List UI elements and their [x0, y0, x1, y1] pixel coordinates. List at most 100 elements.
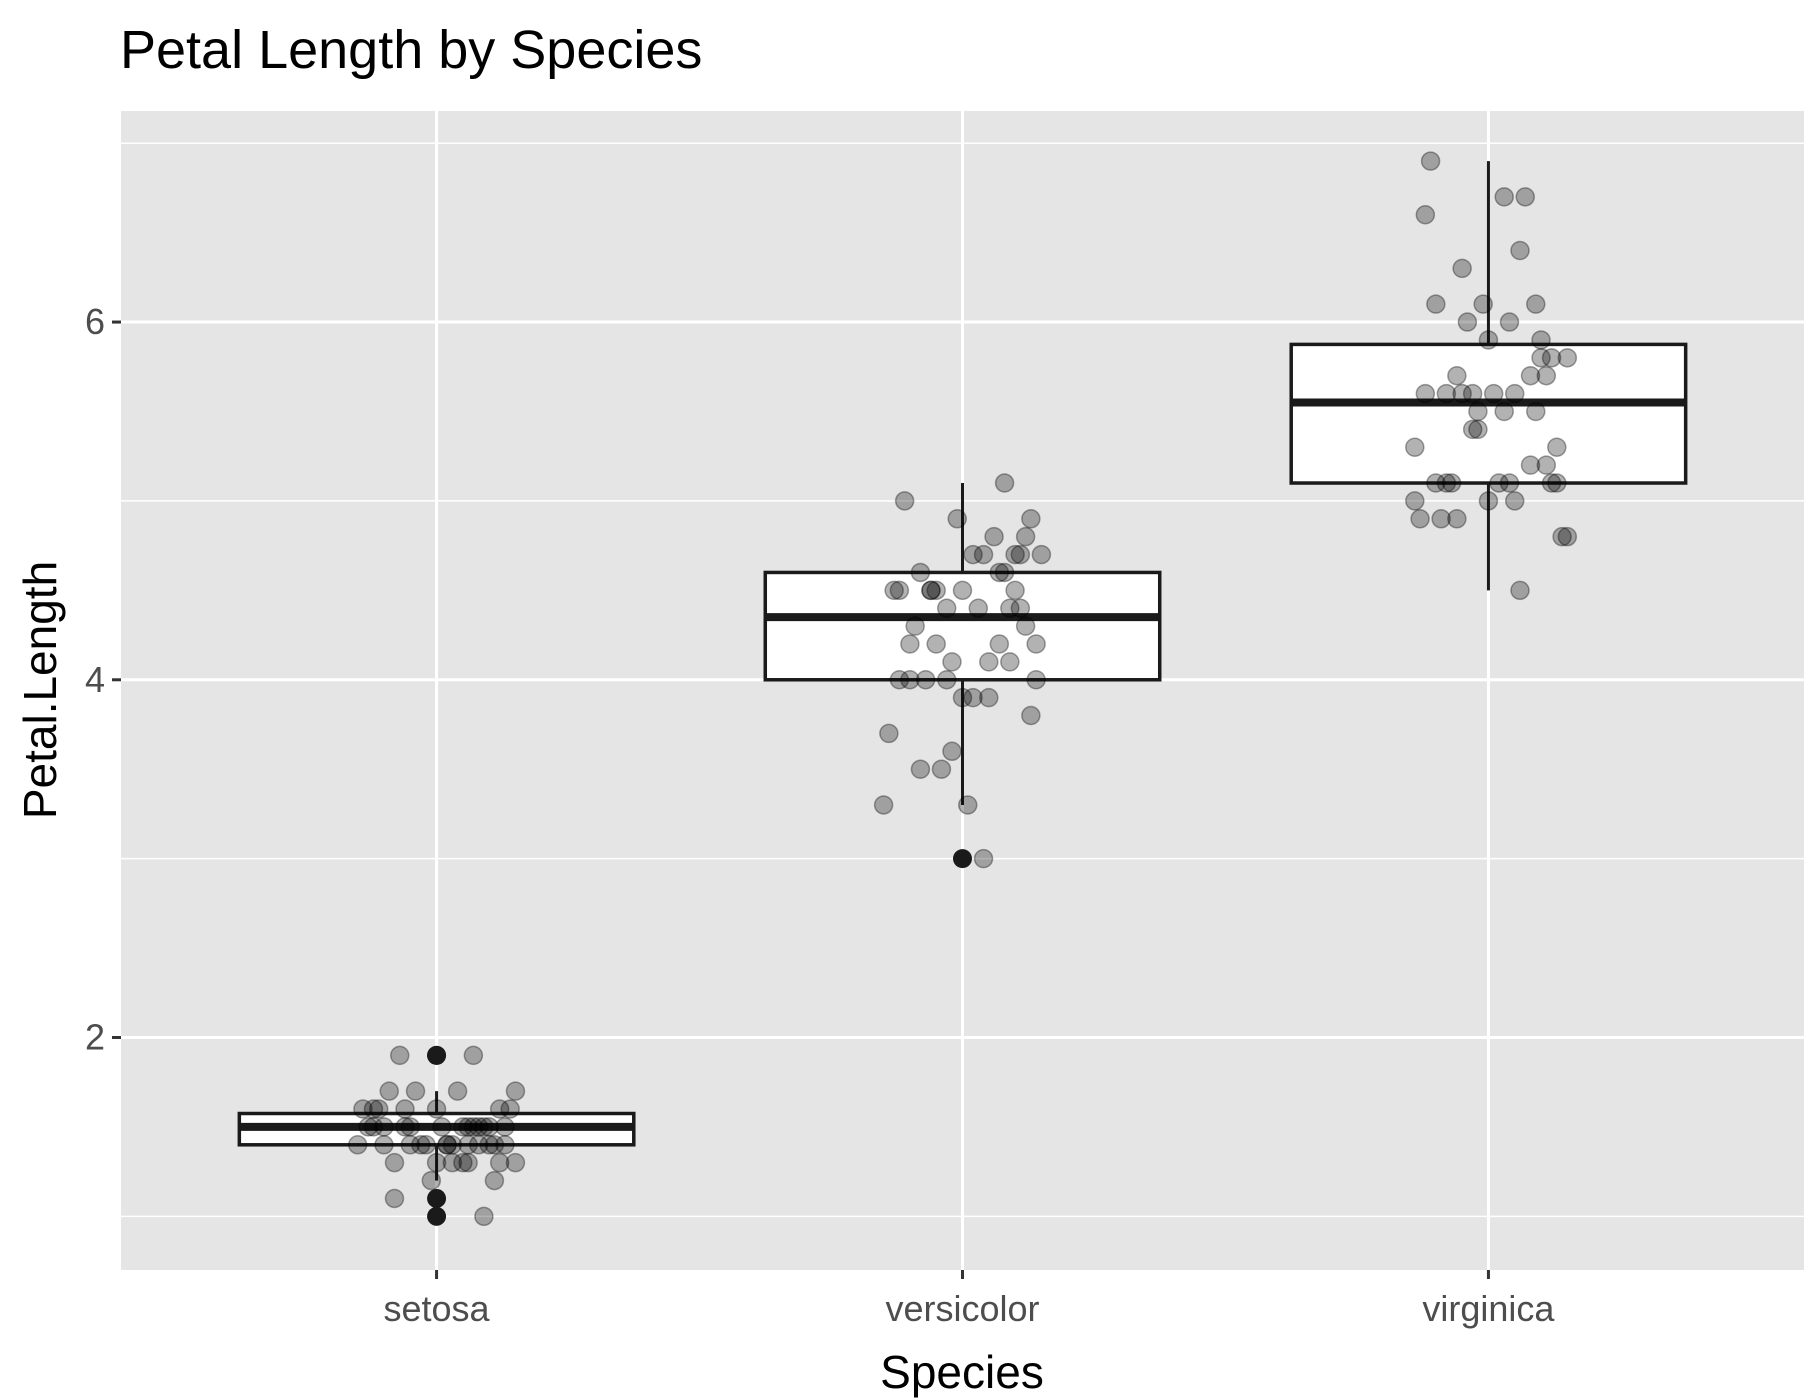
data-point [437, 1135, 457, 1155]
data-point [1405, 437, 1425, 458]
data-point [479, 1135, 499, 1155]
data-point [432, 1117, 452, 1137]
data-point [500, 1099, 520, 1119]
data-point [1005, 580, 1025, 601]
boxplot-setosa [237, 1045, 636, 1226]
data-point [1462, 383, 1483, 404]
data-point [1541, 473, 1562, 493]
data-point [900, 670, 920, 690]
data-point [1457, 312, 1478, 332]
data-point [942, 741, 962, 762]
data-point [1000, 598, 1020, 618]
x-axis: setosa versicolor virginica [384, 1270, 1555, 1329]
data-point [1557, 526, 1578, 547]
data-point [884, 580, 904, 601]
data-point [1520, 455, 1541, 475]
data-point [474, 1117, 494, 1137]
data-point [973, 544, 994, 565]
data-point [1478, 330, 1499, 350]
data-point [379, 1081, 399, 1101]
data-point [358, 1117, 378, 1137]
data-point [1552, 526, 1572, 547]
data-point [963, 687, 983, 708]
data-point [1499, 473, 1520, 493]
data-point [984, 526, 1004, 547]
data-point [1478, 491, 1499, 511]
boxplots [237, 161, 1688, 1226]
y-tick-label: 2 [85, 1016, 105, 1057]
data-point [1031, 544, 1052, 565]
data-point [979, 652, 999, 672]
x-axis-title: Species [880, 1346, 1044, 1398]
data-point [484, 1135, 505, 1155]
data-point [1026, 634, 1046, 654]
data-point [1010, 598, 1031, 618]
data-point [395, 1099, 415, 1119]
data-point [426, 1099, 447, 1119]
data-point [879, 723, 899, 744]
data-point [979, 687, 999, 708]
data-point [963, 544, 983, 565]
data-point [384, 1152, 405, 1173]
data-point [936, 670, 957, 690]
data-point [952, 580, 973, 601]
data-point [894, 491, 915, 511]
data-point [421, 1170, 442, 1191]
data-point [384, 1188, 405, 1209]
data-point [458, 1135, 478, 1155]
points-setosa [347, 1045, 526, 1227]
y-axis: 2 4 6 [85, 301, 121, 1057]
data-point [437, 1135, 457, 1155]
data-point [1452, 383, 1472, 404]
x-tick-label-versicolor: versicolor [885, 1288, 1039, 1329]
data-point [400, 1117, 421, 1137]
data-point [426, 1152, 447, 1173]
data-point [505, 1152, 526, 1173]
data-point [1504, 491, 1525, 511]
data-point [1010, 544, 1031, 565]
data-point [1536, 455, 1557, 475]
data-point [921, 580, 941, 601]
data-point [1520, 365, 1541, 386]
data-point [1431, 509, 1451, 529]
y-tick-label: 6 [85, 301, 105, 342]
y-axis-title: Petal.Length [14, 561, 66, 819]
data-point [994, 562, 1015, 583]
data-point [453, 1117, 473, 1137]
data-point [910, 759, 931, 779]
outlier-point [427, 1188, 447, 1208]
data-point [1426, 294, 1446, 314]
data-point [1426, 473, 1446, 493]
data-point [1415, 383, 1436, 404]
data-point [1026, 670, 1046, 690]
data-point [468, 1117, 489, 1137]
boxplot-virginica [1289, 161, 1688, 591]
outlier-point [427, 1206, 447, 1226]
data-point [395, 1117, 415, 1137]
data-point [468, 1135, 489, 1155]
data-point [873, 795, 894, 815]
data-point [489, 1152, 510, 1173]
data-point [1468, 419, 1488, 440]
data-point [389, 1045, 410, 1066]
data-point [1473, 294, 1493, 314]
data-point [1420, 151, 1441, 171]
data-point [442, 1152, 463, 1173]
data-point [1526, 401, 1546, 422]
data-point [900, 634, 920, 654]
data-point [942, 652, 962, 672]
data-point [1494, 401, 1514, 422]
data-point [989, 562, 1010, 583]
data-point [889, 580, 910, 601]
data-point [416, 1135, 436, 1155]
data-point [505, 1081, 526, 1101]
data-point [400, 1135, 421, 1155]
data-point [1410, 509, 1430, 529]
data-point [1531, 330, 1551, 350]
data-point [1405, 491, 1425, 511]
data-point [926, 580, 946, 601]
data-point [1504, 383, 1525, 404]
data-point [479, 1117, 499, 1137]
data-point [374, 1117, 394, 1137]
data-point [1021, 509, 1041, 529]
